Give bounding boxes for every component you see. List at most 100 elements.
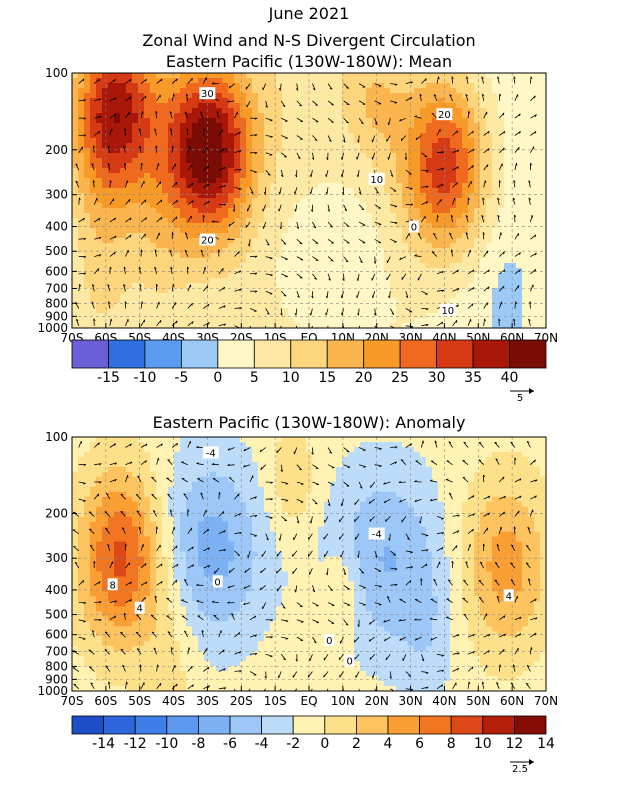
vector-arrowhead — [190, 146, 191, 148]
heatmap-cell — [270, 203, 277, 209]
heatmap-cell — [72, 273, 79, 279]
heatmap-cell — [162, 163, 169, 169]
heatmap-cell — [396, 268, 403, 274]
heatmap-cell — [492, 128, 499, 134]
heatmap-cell — [132, 228, 139, 234]
heatmap-cell — [396, 183, 403, 189]
heatmap-cell — [366, 138, 373, 144]
heatmap-cell — [192, 83, 199, 89]
heatmap-cell — [108, 278, 115, 284]
heatmap-cell — [408, 118, 415, 124]
heatmap-cell — [138, 313, 145, 319]
heatmap-cell — [72, 148, 79, 154]
heatmap-cell — [264, 278, 271, 284]
heatmap-cell — [78, 318, 85, 324]
heatmap-cell — [120, 193, 127, 199]
heatmap-cell — [150, 293, 157, 299]
heatmap-cell — [252, 248, 259, 254]
heatmap-cell — [414, 108, 421, 114]
heatmap-cell — [438, 283, 445, 289]
heatmap-cell — [300, 148, 307, 154]
heatmap-cell — [162, 88, 169, 94]
heatmap-cell — [528, 83, 535, 89]
heatmap-cell — [234, 208, 241, 214]
heatmap-cell — [126, 258, 133, 264]
heatmap-cell — [426, 278, 433, 284]
heatmap-cell — [90, 108, 97, 114]
heatmap-cell — [78, 293, 85, 299]
heatmap-cell — [348, 128, 355, 134]
heatmap-cell — [78, 278, 85, 284]
heatmap-cell — [474, 98, 481, 104]
heatmap-cell — [330, 163, 337, 169]
heatmap-cell — [426, 98, 433, 104]
heatmap-cell — [228, 278, 235, 284]
heatmap-cell — [486, 208, 493, 214]
heatmap-cell — [72, 78, 79, 84]
heatmap-cell — [102, 208, 109, 214]
heatmap-cell — [348, 103, 355, 109]
heatmap-cell — [132, 83, 139, 89]
heatmap-cell — [294, 283, 301, 289]
heatmap-cell — [462, 208, 469, 214]
heatmap-cell — [318, 218, 325, 224]
heatmap-cell — [234, 158, 241, 164]
panel-mean-title: Eastern Pacific (130W-180W): Mean — [166, 52, 452, 71]
heatmap-cell — [252, 318, 259, 324]
heatmap-cell — [186, 278, 193, 284]
heatmap-cell — [354, 233, 361, 239]
heatmap-cell — [426, 153, 433, 159]
heatmap-cell — [390, 208, 397, 214]
heatmap-cell — [252, 88, 259, 94]
heatmap-cell — [474, 83, 481, 89]
heatmap-cell — [264, 198, 271, 204]
heatmap-cell — [390, 153, 397, 159]
heatmap-cell — [534, 248, 541, 254]
heatmap-cell — [498, 118, 505, 124]
heatmap-cell — [492, 168, 499, 174]
heatmap-cell — [504, 233, 511, 239]
heatmap-cell — [498, 223, 505, 229]
heatmap-cell — [234, 233, 241, 239]
heatmap-cell — [90, 73, 97, 79]
heatmap-cell — [246, 163, 253, 169]
heatmap-cell — [426, 193, 433, 199]
heatmap-cell — [474, 118, 481, 124]
heatmap-cell — [354, 208, 361, 214]
heatmap-cell — [258, 318, 265, 324]
heatmap-cell — [264, 258, 271, 264]
heatmap-cell — [432, 308, 439, 314]
heatmap-cell — [288, 143, 295, 149]
heatmap-cell — [408, 163, 415, 169]
heatmap-cell — [360, 148, 367, 154]
heatmap-cell — [144, 268, 151, 274]
heatmap-cell — [180, 313, 187, 319]
heatmap-cell — [222, 283, 229, 289]
heatmap-cell — [174, 88, 181, 94]
heatmap-cell — [132, 178, 139, 184]
heatmap-cell — [294, 233, 301, 239]
heatmap-cell — [318, 308, 325, 314]
heatmap-cell — [390, 163, 397, 169]
heatmap-cell — [462, 253, 469, 259]
heatmap-cell — [414, 103, 421, 109]
heatmap-cell — [72, 188, 79, 194]
heatmap-cell — [348, 318, 355, 324]
heatmap-cell — [288, 278, 295, 284]
heatmap-cell — [216, 133, 223, 139]
heatmap-cell — [300, 83, 307, 89]
heatmap-cell — [396, 168, 403, 174]
heatmap-cell — [288, 178, 295, 184]
heatmap-cell — [282, 123, 289, 129]
heatmap-cell — [456, 133, 463, 139]
heatmap-cell — [414, 118, 421, 124]
heatmap-cell — [366, 198, 373, 204]
heatmap-cell — [282, 203, 289, 209]
heatmap-cell — [300, 178, 307, 184]
heatmap-cell — [198, 153, 205, 159]
heatmap-cell — [414, 88, 421, 94]
heatmap-cell — [180, 308, 187, 314]
heatmap-cell — [150, 223, 157, 229]
heatmap-cell — [510, 173, 517, 179]
heatmap-cell — [438, 138, 445, 144]
